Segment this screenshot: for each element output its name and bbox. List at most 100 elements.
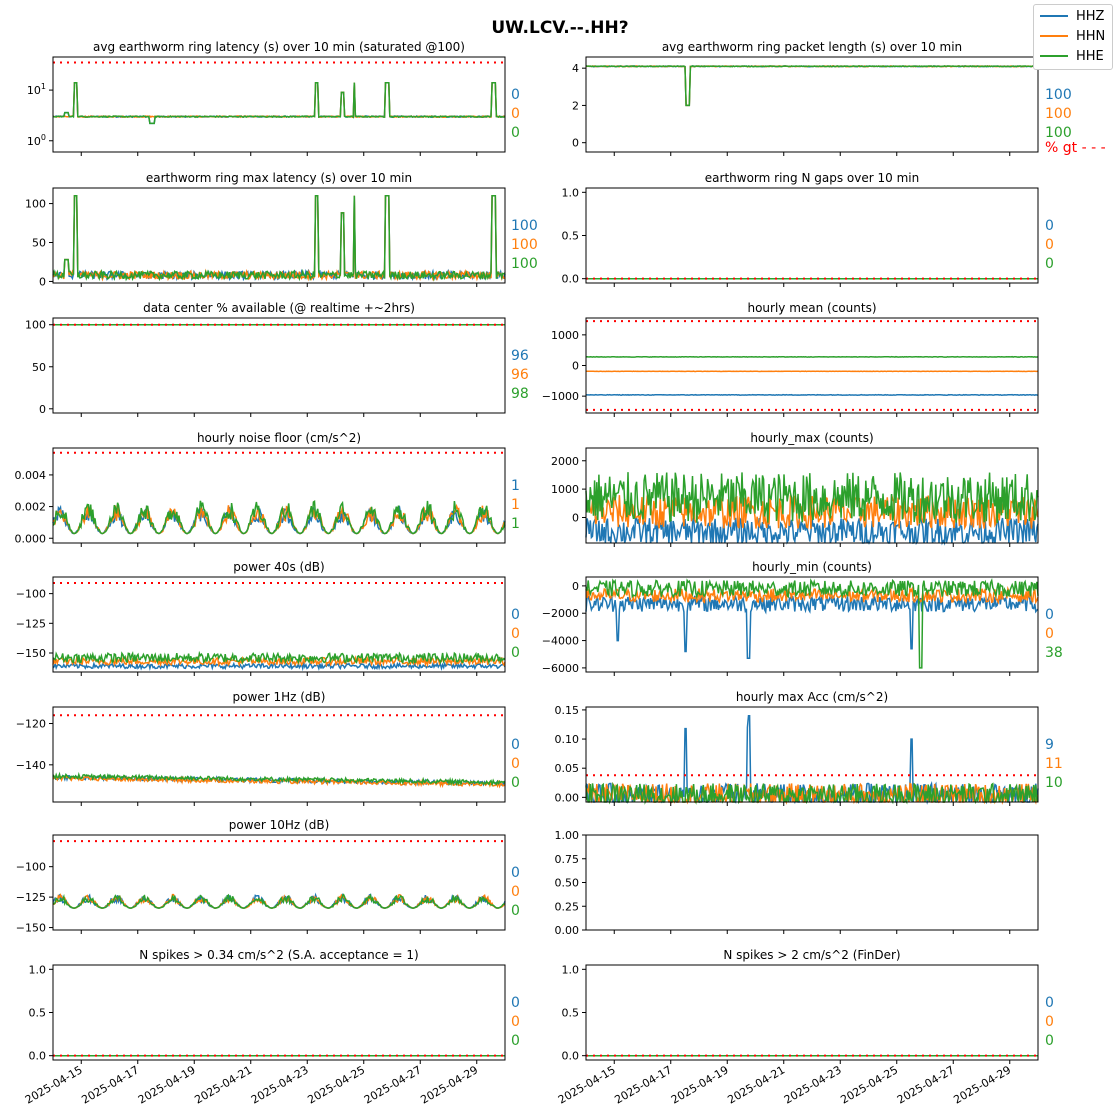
- series-line-hhn: [52, 81, 506, 119]
- subplot-title: hourly_max (counts): [750, 431, 873, 445]
- y-tick-label: 100: [25, 319, 46, 332]
- x-tick-label: 2025-04-27: [895, 1063, 957, 1106]
- subplot-p4: earthworm ring N gaps over 10 min 0.0 0.5 1…: [562, 171, 1054, 287]
- y-tick-label: −100: [16, 861, 46, 874]
- x-tick-label: 2025-04-27: [362, 1063, 424, 1106]
- y-tick-label: 1000: [551, 329, 579, 342]
- y-tick-label: 0: [572, 360, 579, 373]
- pct-label: 0: [511, 737, 520, 753]
- pct-label: 38: [1045, 645, 1063, 661]
- x-tick-label: 2025-04-15: [23, 1063, 85, 1106]
- subplot-p12: hourly max Acc (cm/s^2) 0.00 0.05 0.10 0.15 9…: [555, 690, 1063, 806]
- axes-frame: [585, 187, 1039, 284]
- pct-label: 0: [511, 756, 520, 772]
- pct-label: 0: [511, 995, 520, 1011]
- y-tick-label: −2000: [542, 607, 579, 620]
- subplot-title: hourly mean (counts): [747, 301, 876, 315]
- axes-frame: [52, 187, 506, 284]
- axes-frame: [52, 706, 506, 803]
- y-tick-label: 0.000: [15, 532, 47, 545]
- pct-label: 0: [511, 645, 520, 661]
- y-tick-label: 2: [572, 99, 579, 112]
- legend: HHZ HHN HHE: [1033, 4, 1113, 70]
- pct-label: 0: [511, 607, 520, 623]
- pct-label: 0: [511, 1033, 520, 1049]
- y-tick-label: −100: [16, 588, 46, 601]
- series-line-hhe: [52, 499, 506, 535]
- subplot-title: data center % available (@ realtime +~2h…: [143, 301, 415, 315]
- y-tick-label: −140: [16, 759, 46, 772]
- axes-frame: [585, 56, 1039, 153]
- pct-label: 0: [1045, 607, 1054, 623]
- series-line-hhe: [585, 65, 1039, 107]
- axes-frame: [52, 317, 506, 414]
- axes-frame: [585, 317, 1039, 414]
- pct-label: 100: [511, 256, 538, 272]
- subplot-p3: earthworm ring max latency (s) over 10 m…: [25, 171, 538, 288]
- pct-label: 100: [511, 218, 538, 234]
- axes-frame: [52, 576, 506, 673]
- y-tick-label: −125: [16, 891, 46, 904]
- subplot-p14: 0.00 0.25 0.50 0.75 1.00: [555, 829, 1039, 937]
- y-tick-label: 1.0: [562, 963, 580, 976]
- x-tick-label: 2025-04-15: [556, 1063, 618, 1106]
- y-tick-label: 0: [39, 403, 46, 416]
- y-tick-label: 50: [32, 237, 46, 250]
- legend-item-hhe: HHE: [1040, 48, 1104, 66]
- pct-label: 0: [1045, 995, 1054, 1011]
- y-tick-label: −120: [16, 718, 46, 731]
- x-tick-label: 2025-04-21: [192, 1063, 254, 1106]
- pct-label: 0: [1045, 218, 1054, 234]
- subplot-p16: N spikes > 2 cm/s^2 (FinDer) 0.0 0.5 1.0 0 0 0…: [556, 948, 1054, 1107]
- series-line-hhn: [585, 492, 1039, 531]
- axes-frame: [585, 964, 1039, 1061]
- pct-label: 0: [511, 1014, 520, 1030]
- y-tick-label: 0.00: [555, 924, 580, 937]
- pct-label: 100: [511, 237, 538, 253]
- pct-label: 0: [511, 626, 520, 642]
- series-line-hhe: [585, 472, 1039, 524]
- y-tick-label: 1.0: [562, 186, 580, 199]
- subplot-title: power 10Hz (dB): [229, 818, 330, 832]
- pct-label: 0: [511, 884, 520, 900]
- pct-label: 0: [511, 865, 520, 881]
- subplot-title: N spikes > 2 cm/s^2 (FinDer): [723, 948, 900, 962]
- y-tick-label: 0.05: [555, 762, 580, 775]
- pct-label: 0: [1045, 1033, 1054, 1049]
- subplot-p2: avg earthworm ring packet length (s) ove…: [572, 40, 1072, 156]
- y-tick-label: 0.0: [29, 1050, 47, 1063]
- series-line-hhz: [586, 393, 1039, 397]
- pct-label: 0: [1045, 626, 1054, 642]
- subplot-p8: hourly_max (counts) 0 1000 2000: [551, 431, 1039, 547]
- x-tick-label: 2025-04-23: [782, 1063, 844, 1106]
- subplot-title: power 1Hz (dB): [233, 690, 326, 704]
- x-tick-label: 2025-04-25: [305, 1063, 367, 1106]
- pct-label: 0: [511, 903, 520, 919]
- y-tick-label: 1.00: [555, 829, 580, 842]
- subplot-p15: N spikes > 0.34 cm/s^2 (S.A. acceptance …: [23, 948, 520, 1107]
- legend-swatch-hhz: [1040, 14, 1068, 17]
- legend-item-hhn: HHN: [1040, 28, 1105, 46]
- series-line-hhn: [585, 585, 1039, 605]
- y-tick-label: 0: [572, 137, 579, 150]
- legend-item-hhz: HHZ: [1040, 8, 1104, 26]
- series-line-hhn: [52, 654, 506, 668]
- pct-label: 1: [511, 478, 520, 494]
- series-line-hhe: [52, 650, 506, 666]
- pct-label: 0: [1045, 237, 1054, 253]
- pct-label: 1: [511, 497, 520, 513]
- y-tick-label: −150: [16, 647, 46, 660]
- subplot-title: earthworm ring max latency (s) over 10 m…: [146, 171, 412, 185]
- series-line-hhn: [52, 195, 505, 282]
- series-line-hhe: [52, 771, 506, 787]
- axes-frame: [585, 447, 1039, 544]
- axes-frame: [52, 834, 506, 931]
- series-line-hhe: [52, 81, 506, 125]
- threshold-legend-label: % gt - - -: [1045, 140, 1106, 156]
- y-tick-label: 100: [25, 198, 46, 211]
- series-line-hhz: [585, 594, 1039, 660]
- subplot-p13: power 10Hz (dB) −150 −125 −100 0 0 0: [16, 818, 520, 935]
- axes-frame: [52, 56, 506, 153]
- subplot-title: earthworm ring N gaps over 10 min: [705, 171, 919, 185]
- y-tick-label: 0.5: [562, 230, 580, 243]
